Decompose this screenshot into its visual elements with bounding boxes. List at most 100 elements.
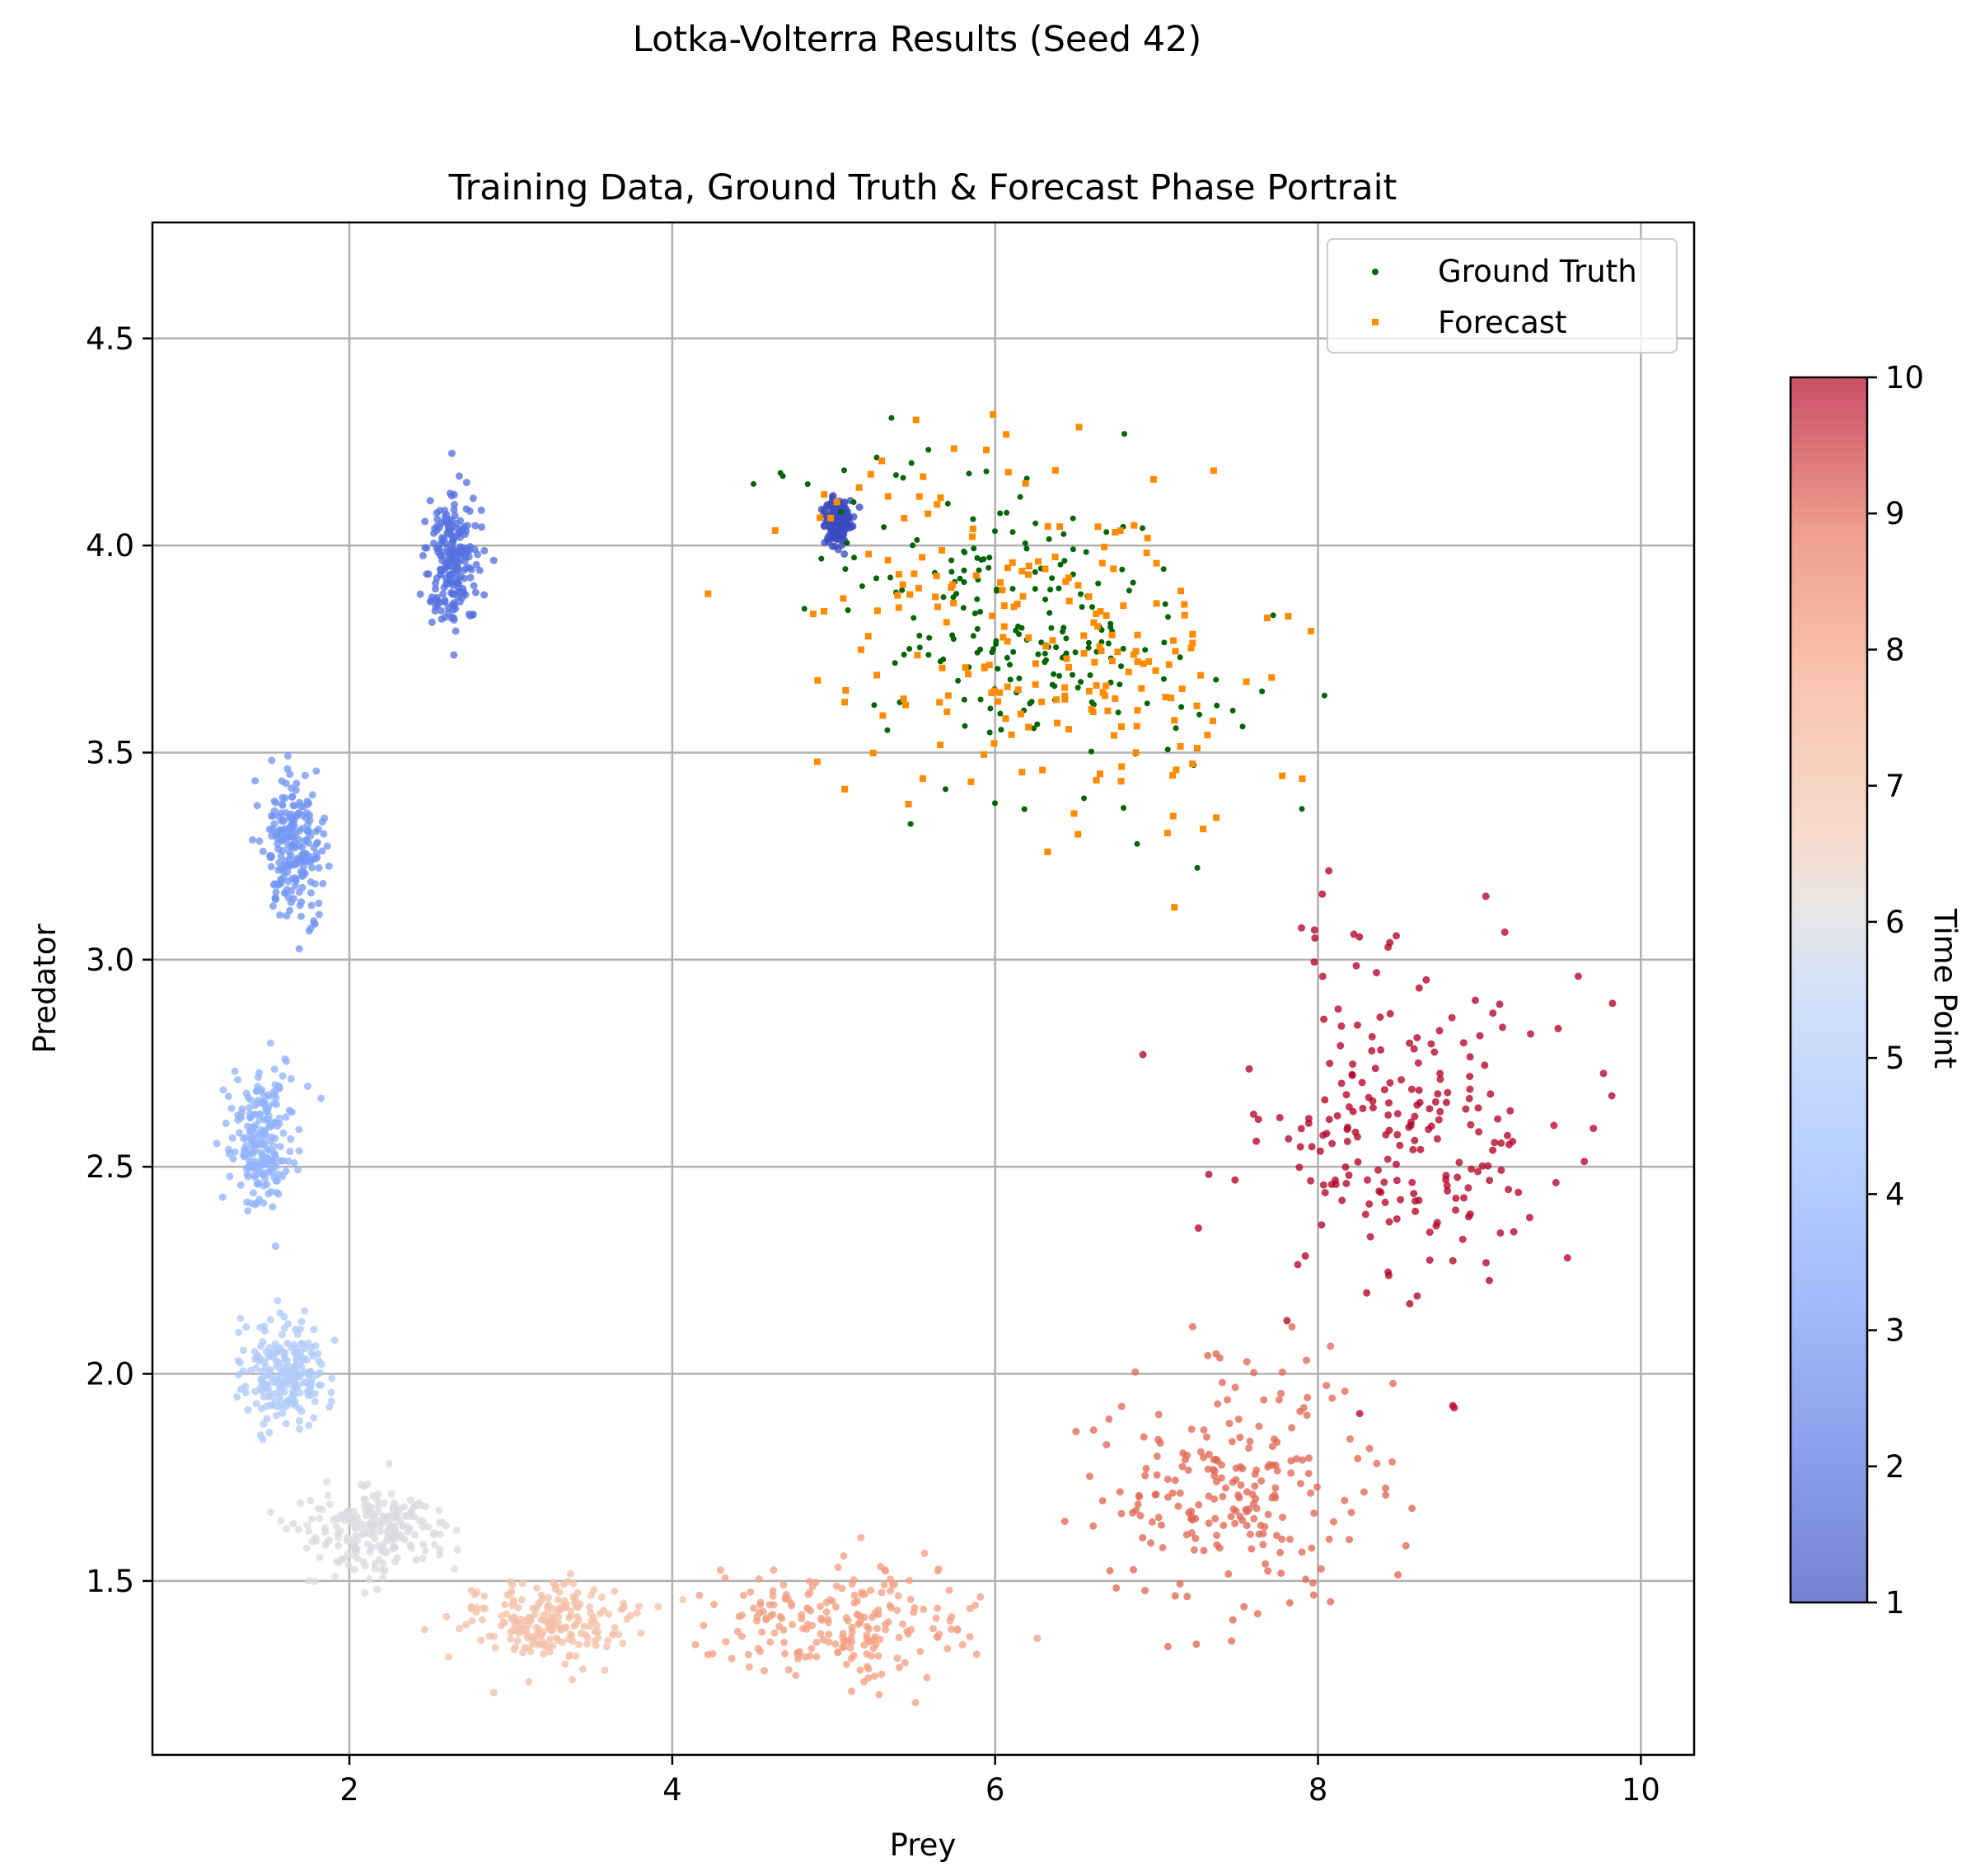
training-point-t5 xyxy=(277,1398,285,1406)
forecast-point xyxy=(1009,559,1016,566)
training-point-t7 xyxy=(519,1649,527,1657)
training-point-t3 xyxy=(300,863,307,871)
y-tick-label: 4.0 xyxy=(86,528,134,564)
training-point-t10 xyxy=(1525,1214,1533,1222)
ground-truth-point xyxy=(1121,431,1127,437)
training-point-t6 xyxy=(335,1542,343,1550)
training-point-t6 xyxy=(362,1495,369,1504)
training-point-t4 xyxy=(286,1148,294,1156)
grid xyxy=(152,222,1694,1755)
ground-truth-point xyxy=(804,481,811,488)
training-point-t9 xyxy=(1234,1415,1243,1424)
training-point-t10 xyxy=(1406,1299,1414,1308)
training-point-t7 xyxy=(538,1641,546,1649)
training-point-t7 xyxy=(583,1640,591,1648)
training-point-t7 xyxy=(517,1626,526,1635)
training-point-t9 xyxy=(1273,1532,1280,1540)
training-point-t10 xyxy=(1475,1128,1483,1136)
forecast-point xyxy=(1204,732,1211,739)
training-point-t7 xyxy=(579,1665,587,1673)
training-point-t9 xyxy=(1089,1426,1098,1434)
forecast-point xyxy=(1098,559,1106,567)
training-point-t3 xyxy=(298,869,307,877)
training-point-t4 xyxy=(250,1189,257,1197)
forecast-point xyxy=(1165,661,1173,668)
training-point-t10 xyxy=(1497,1166,1505,1174)
ground-truth-point xyxy=(1048,625,1055,631)
forecast-point xyxy=(1080,632,1088,639)
training-point-t9 xyxy=(1277,1389,1285,1397)
training-point-t10 xyxy=(1411,1112,1419,1120)
training-point-t9 xyxy=(1328,1394,1337,1402)
training-point-t8 xyxy=(895,1634,903,1641)
training-point-t6 xyxy=(436,1518,443,1527)
training-point-t8 xyxy=(934,1567,942,1575)
training-point-t8 xyxy=(704,1650,712,1658)
ground-truth-point xyxy=(961,579,967,586)
training-point-t2 xyxy=(433,509,441,517)
ground-truth-point xyxy=(970,633,976,639)
training-point-t9 xyxy=(1252,1504,1261,1513)
training-point-t10 xyxy=(1307,1177,1315,1185)
training-point-t8 xyxy=(850,1591,859,1599)
ground-truth-point xyxy=(992,528,998,535)
training-point-t5 xyxy=(317,1381,325,1389)
training-point-t10 xyxy=(1318,1221,1326,1229)
training-point-t2 xyxy=(456,573,465,581)
forecast-point xyxy=(1178,685,1186,693)
training-point-t4 xyxy=(228,1134,236,1142)
forecast-point xyxy=(1200,826,1207,833)
training-point-t9 xyxy=(1232,1507,1240,1515)
training-point-t9 xyxy=(1171,1476,1179,1485)
training-point-t3 xyxy=(267,863,275,871)
training-point-t10 xyxy=(1285,1134,1293,1143)
training-point-t5 xyxy=(279,1410,287,1417)
training-point-t7 xyxy=(564,1578,572,1585)
training-point-t7 xyxy=(620,1602,628,1611)
training-point-t10 xyxy=(1552,1178,1560,1186)
forecast-point xyxy=(1025,723,1032,731)
training-point-t8 xyxy=(733,1627,742,1635)
forecast-point xyxy=(1197,671,1205,679)
training-point-t8 xyxy=(756,1601,765,1609)
training-point-t6 xyxy=(419,1518,428,1526)
training-point-t7 xyxy=(599,1606,607,1614)
forecast-point xyxy=(943,708,951,715)
forecast-point xyxy=(895,571,902,578)
training-point-t3 xyxy=(279,837,287,845)
training-point-t7 xyxy=(611,1588,619,1595)
forecast-point xyxy=(771,527,779,534)
training-point-t3 xyxy=(266,854,274,861)
training-point-t10 xyxy=(1497,1139,1505,1147)
training-point-t9 xyxy=(1246,1530,1254,1538)
ground-truth-point xyxy=(953,591,959,597)
forecast-point xyxy=(1044,848,1051,855)
training-point-t4 xyxy=(253,1140,261,1149)
forecast-point xyxy=(1096,643,1103,650)
forecast-point xyxy=(813,758,821,765)
training-point-t7 xyxy=(540,1649,548,1658)
training-point-t9 xyxy=(1130,1565,1137,1574)
training-point-t4 xyxy=(266,1123,274,1131)
ground-truth-point xyxy=(1063,635,1070,642)
training-point-t8 xyxy=(895,1663,903,1672)
ground-truth-point xyxy=(962,550,968,555)
training-point-t4 xyxy=(257,1088,265,1096)
training-point-t8 xyxy=(737,1632,746,1640)
forecast-point xyxy=(1132,648,1140,655)
ground-truth-point xyxy=(949,632,956,639)
ground-truth-point xyxy=(1095,580,1102,587)
forecast-point xyxy=(1152,667,1159,674)
training-point-t10 xyxy=(1608,999,1617,1008)
training-point-t8 xyxy=(948,1625,955,1633)
training-point-t9 xyxy=(1089,1522,1098,1530)
training-point-t6 xyxy=(380,1499,388,1507)
training-point-t10 xyxy=(1415,984,1423,992)
training-point-t9 xyxy=(1141,1471,1149,1480)
forecast-point xyxy=(1187,644,1195,652)
ground-truth-point xyxy=(1007,676,1014,683)
forecast-point xyxy=(1114,648,1121,656)
training-point-t4 xyxy=(225,1149,233,1158)
colorbar-tick-label: 5 xyxy=(1885,1041,1905,1076)
training-point-t9 xyxy=(1303,1411,1311,1420)
